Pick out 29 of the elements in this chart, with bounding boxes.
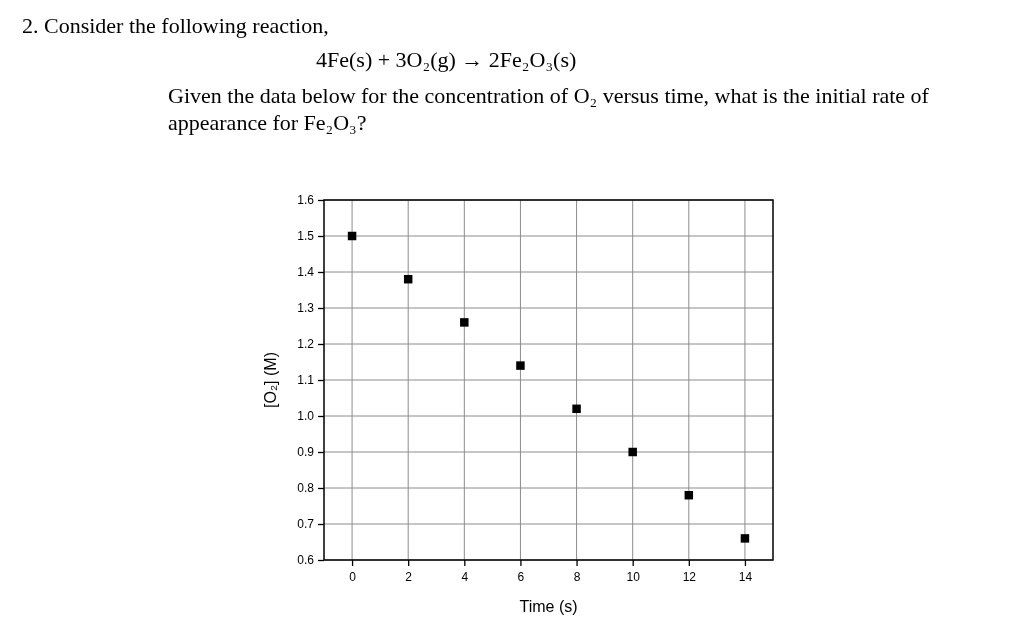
point — [572, 404, 581, 414]
point — [516, 361, 525, 370]
x-tick-label: 6 — [517, 569, 525, 584]
x-tick-label: 2 — [405, 569, 413, 584]
chart-title: 2. Consider the following reaction, — [22, 12, 329, 39]
y-tick-label: 1.5 — [297, 229, 315, 244]
y-tick-label: 1.2 — [297, 337, 315, 352]
x-tick-label: 10 — [626, 569, 641, 584]
y-tick-label: 1.4 — [297, 265, 315, 280]
x-tick-label: 4 — [461, 569, 469, 584]
point — [460, 318, 469, 327]
y-axis-title: [O₂] (M) — [262, 352, 279, 408]
x-tick-label: 0 — [349, 569, 357, 584]
point — [740, 534, 750, 543]
y-tick-label: 0.6 — [297, 553, 315, 568]
y-tick-label: 1.6 — [297, 193, 315, 208]
y-tick-label: 0.9 — [297, 445, 315, 460]
x-axis-title: Time (s) — [519, 598, 578, 615]
x-tick-label: 14 — [738, 569, 753, 584]
text: Given the data below for the concentration of O₂ versus time, what is the initial rate of appearance for Fe₂O₃? — [168, 82, 930, 136]
x-tick-label: 12 — [682, 569, 697, 584]
y-tick-label: 0.7 — [297, 517, 315, 532]
x-tick-label: 8 — [573, 569, 581, 584]
y-tick-label: 1.0 — [297, 409, 315, 424]
point — [628, 447, 637, 457]
y-tick-label: 1.1 — [297, 373, 315, 388]
y-tick-label: 0.8 — [297, 481, 315, 496]
chart-subtitle: 4Fe(s) + 3O₂(g) → 2Fe₂O₃(s) — [316, 46, 577, 73]
y-tick-label: 1.3 — [297, 301, 315, 316]
